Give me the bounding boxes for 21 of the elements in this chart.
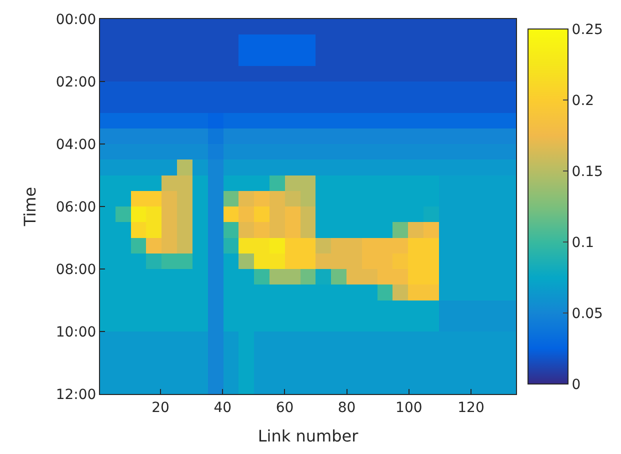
color-bar-label: 0.25 (572, 22, 603, 38)
y-tick-label: 08:00 (56, 262, 96, 278)
y-tick-label: 10:00 (56, 324, 96, 340)
x-tick-label: 60 (276, 400, 294, 416)
y-tick-label: 12:00 (56, 386, 96, 403)
y-tick-label: 04:00 (56, 136, 96, 153)
color-bar-label: 0 (572, 376, 581, 393)
y-tick-label: 02:00 (56, 74, 96, 90)
x-axis-title: Link number (258, 426, 359, 446)
x-tick-label: 100 (396, 400, 422, 416)
color-bar-label: 0.05 (572, 306, 603, 322)
x-tick-label: 20 (152, 400, 170, 416)
color-bar-label: 0.15 (572, 164, 603, 180)
y-axis-title: Time (20, 186, 40, 228)
x-tick-label: 80 (338, 400, 356, 416)
x-tick-label: 120 (458, 400, 484, 416)
x-tick-label: 40 (214, 400, 232, 416)
y-tick-label: 00:00 (56, 12, 96, 28)
y-tick-label: 06:00 (56, 199, 96, 216)
color-bar-label: 0.2 (572, 92, 594, 109)
color-bar-label: 0.1 (572, 234, 594, 251)
